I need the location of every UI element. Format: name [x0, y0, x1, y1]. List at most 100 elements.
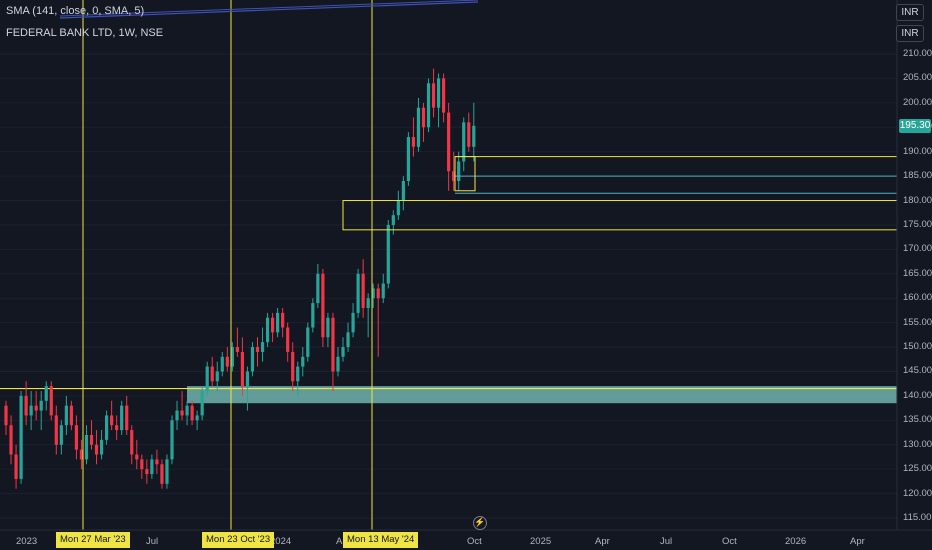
- candle-body: [265, 317, 270, 343]
- time-axis-label: Oct: [722, 536, 737, 547]
- candle-body: [155, 459, 159, 465]
- candle-body: [356, 273, 360, 313]
- candle-body: [69, 405, 73, 426]
- candle-body: [94, 444, 99, 455]
- candle-body: [34, 405, 38, 411]
- price-axis-label: 115.00: [903, 512, 932, 523]
- candle-body: [39, 400, 43, 411]
- support-zone: [187, 386, 897, 404]
- time-axis-label: 2026: [785, 536, 807, 547]
- currency-badge[interactable]: INR: [896, 4, 924, 21]
- candle-body: [165, 459, 169, 484]
- candle-body: [130, 430, 134, 455]
- candle-body: [260, 342, 265, 352]
- candle-body: [29, 405, 33, 416]
- candle-body: [185, 405, 189, 416]
- candle-body: [421, 107, 426, 128]
- time-axis-label: 2023: [16, 536, 38, 547]
- candle-body: [145, 469, 149, 475]
- candle-body: [4, 405, 8, 426]
- time-axis-label: Jul: [146, 536, 159, 547]
- time-axis-label: Oct: [467, 536, 482, 547]
- candle-body: [341, 347, 345, 357]
- candle-body: [74, 425, 79, 450]
- price-axis-label: 130.00: [903, 438, 932, 450]
- candle-body: [19, 395, 23, 479]
- candle-body: [200, 391, 204, 416]
- price-axis-label: 185.00: [903, 170, 932, 182]
- candle-body: [255, 347, 260, 352]
- tradingview-logo-icon[interactable]: ⚡: [473, 516, 487, 530]
- time-axis-label: Apr: [850, 536, 865, 547]
- candle-body: [49, 386, 53, 416]
- candle-body: [14, 454, 18, 479]
- candle-body: [140, 459, 144, 470]
- drawings-layer: [59, 0, 898, 530]
- last-price-label: 195.30: [899, 118, 931, 133]
- candle-body: [89, 434, 94, 445]
- price-axis-label: 190.00: [903, 145, 932, 157]
- candle-body: [150, 459, 154, 475]
- candle-body: [215, 371, 219, 382]
- candle-body: [24, 395, 28, 416]
- candle-body: [230, 347, 234, 367]
- candle-body: [457, 161, 461, 181]
- vertical-line-date-label: Mon 13 May '24: [343, 532, 419, 548]
- price-axis-label: 210.00: [903, 48, 932, 59]
- sma-line: [59, 1, 479, 19]
- price-axis-label: 120.00: [903, 487, 932, 499]
- price-axis-label: 165.00: [903, 267, 932, 279]
- candle-body: [447, 112, 451, 172]
- candle-body: [311, 303, 315, 328]
- sma-legend[interactable]: SMA (141, close, 0, SMA, 5): [6, 5, 145, 17]
- candle-body: [270, 317, 275, 333]
- currency-badge[interactable]: INR: [896, 25, 924, 42]
- candle-body: [416, 107, 421, 147]
- candle-body: [472, 125, 476, 147]
- candle-body: [160, 464, 164, 484]
- candle-body: [316, 273, 320, 304]
- candle-body: [376, 288, 380, 299]
- price-axis-label: 135.00: [903, 414, 932, 426]
- symbol-legend[interactable]: FEDERAL BANK LTD, 1W, NSE: [6, 27, 164, 39]
- price-axis-label: 175.00: [903, 218, 932, 230]
- candle-body: [406, 137, 410, 181]
- candle-body: [276, 312, 280, 333]
- candle-body: [361, 273, 365, 308]
- price-axis-label: 200.00: [903, 96, 932, 108]
- candle-body: [9, 425, 13, 455]
- candle-body: [351, 312, 355, 333]
- sma-line: [59, 0, 479, 17]
- candle-body: [426, 83, 431, 128]
- candle-body: [44, 386, 48, 401]
- price-axis-label: 155.00: [903, 316, 932, 328]
- candle-body: [381, 283, 385, 299]
- candle-body: [195, 415, 199, 421]
- time-axis-label: 2024: [270, 536, 292, 547]
- zones-layer: [0, 386, 897, 404]
- candle-body: [321, 273, 325, 338]
- candle-body: [436, 78, 441, 108]
- vertical-line-date-label: Mon 23 Oct '23: [202, 532, 275, 548]
- price-axis-label: 160.00: [903, 292, 932, 304]
- candle-body: [225, 356, 229, 367]
- candle-body: [281, 312, 285, 328]
- price-axis-label: 180.00: [903, 194, 932, 206]
- candle-body: [467, 122, 471, 147]
- candle-body: [105, 415, 109, 440]
- candle-body: [286, 327, 290, 352]
- candle-body: [401, 180, 405, 201]
- candle-body: [79, 449, 84, 460]
- small-box: [454, 156, 476, 192]
- candle-body: [296, 366, 300, 382]
- price-axis-label: 140.00: [903, 389, 932, 401]
- candle-body: [391, 215, 395, 225]
- candle-body: [125, 405, 129, 431]
- candle-body: [306, 327, 310, 357]
- candle-body: [220, 356, 224, 372]
- candle-body: [366, 298, 370, 308]
- candle-body: [291, 351, 295, 382]
- candle-body: [245, 371, 250, 387]
- candle-body: [120, 405, 124, 431]
